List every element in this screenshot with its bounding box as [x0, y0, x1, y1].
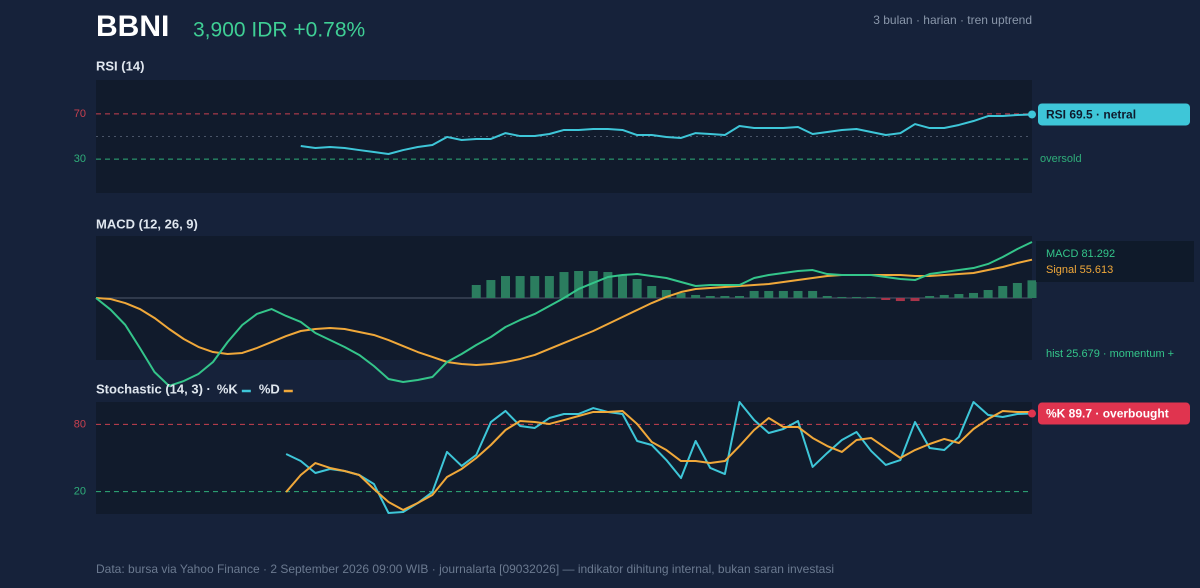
series-line: [300, 113, 1033, 156]
y-tick-label: 20: [74, 486, 86, 498]
histogram-bar: [720, 296, 730, 298]
histogram-bar: [793, 290, 803, 298]
histogram-bar: [895, 298, 905, 302]
histogram-bar: [998, 286, 1008, 298]
histogram-bar: [1027, 280, 1037, 298]
histogram-bar: [749, 290, 759, 298]
histogram-bar: [925, 296, 935, 298]
series-line: [95, 241, 1033, 387]
histogram-bar: [837, 296, 847, 298]
histogram-bar: [705, 296, 715, 298]
footer: Data: bursa via Yahoo Finance · 2 Septem…: [96, 562, 834, 576]
histogram-bar: [764, 290, 774, 298]
histogram-bar: [822, 296, 832, 298]
last-point: [1028, 409, 1036, 418]
histogram-bar: [647, 286, 657, 298]
panel-title: MACD (12, 26, 9): [96, 216, 198, 231]
histogram-bar: [778, 290, 788, 298]
histogram-bar: [530, 276, 540, 298]
histogram-bar: [691, 294, 701, 298]
histogram-bar: [661, 290, 671, 298]
histogram-bar: [588, 270, 598, 298]
price: 3,900 IDR +0.78%: [193, 19, 365, 42]
histogram-bar: [910, 298, 920, 302]
histogram-bar: [852, 296, 861, 298]
note: hist 25.679 · momentum +: [1046, 348, 1174, 360]
value-tag-label: %K 89.7 · overbought: [1046, 407, 1169, 421]
notes-box: [1036, 241, 1194, 282]
histogram-bar: [954, 294, 964, 298]
histogram-bar: [559, 272, 569, 298]
histogram-bar: [881, 298, 891, 300]
panel-title: Stochastic (14, 3) ·: [96, 381, 211, 396]
histogram-bar: [471, 284, 481, 298]
histogram-bar: [574, 270, 584, 298]
histogram-bar: [676, 292, 686, 298]
value-tag: [1038, 103, 1190, 126]
reference-label: oversold: [1040, 153, 1082, 165]
histogram-bar: [544, 276, 554, 298]
y-tick-label: 80: [74, 418, 86, 430]
ticker: BBNI: [96, 10, 169, 43]
histogram-bar: [866, 296, 876, 298]
y-tick-label: 30: [74, 153, 86, 165]
histogram-bar: [939, 294, 949, 298]
legend-label: %K: [217, 381, 239, 396]
value-tag-label: RSI 69.5 · netral: [1046, 108, 1136, 122]
y-tick-label: 70: [74, 108, 86, 120]
meta: 3 bulan · harian · tren uptrend: [873, 13, 1032, 27]
histogram-bar: [618, 274, 627, 298]
panel: [96, 402, 1032, 514]
note: Signal 55.613: [1046, 264, 1113, 276]
histogram-bar: [1012, 282, 1022, 298]
histogram-bar: [486, 280, 496, 298]
panel-title: RSI (14): [96, 58, 144, 73]
note: MACD 81.292: [1046, 248, 1115, 260]
histogram-bar: [501, 276, 510, 298]
histogram-bar: [603, 272, 613, 298]
histogram-bar: [515, 276, 525, 298]
series-line: [285, 409, 1032, 511]
histogram-bar: [969, 292, 978, 298]
histogram-bar: [983, 290, 993, 298]
histogram-bar: [632, 278, 642, 298]
histogram-bar: [735, 296, 744, 298]
value-tag: [1038, 402, 1190, 425]
legend-label: %D: [259, 381, 280, 396]
histogram-bar: [808, 290, 818, 298]
last-point: [1028, 110, 1036, 119]
